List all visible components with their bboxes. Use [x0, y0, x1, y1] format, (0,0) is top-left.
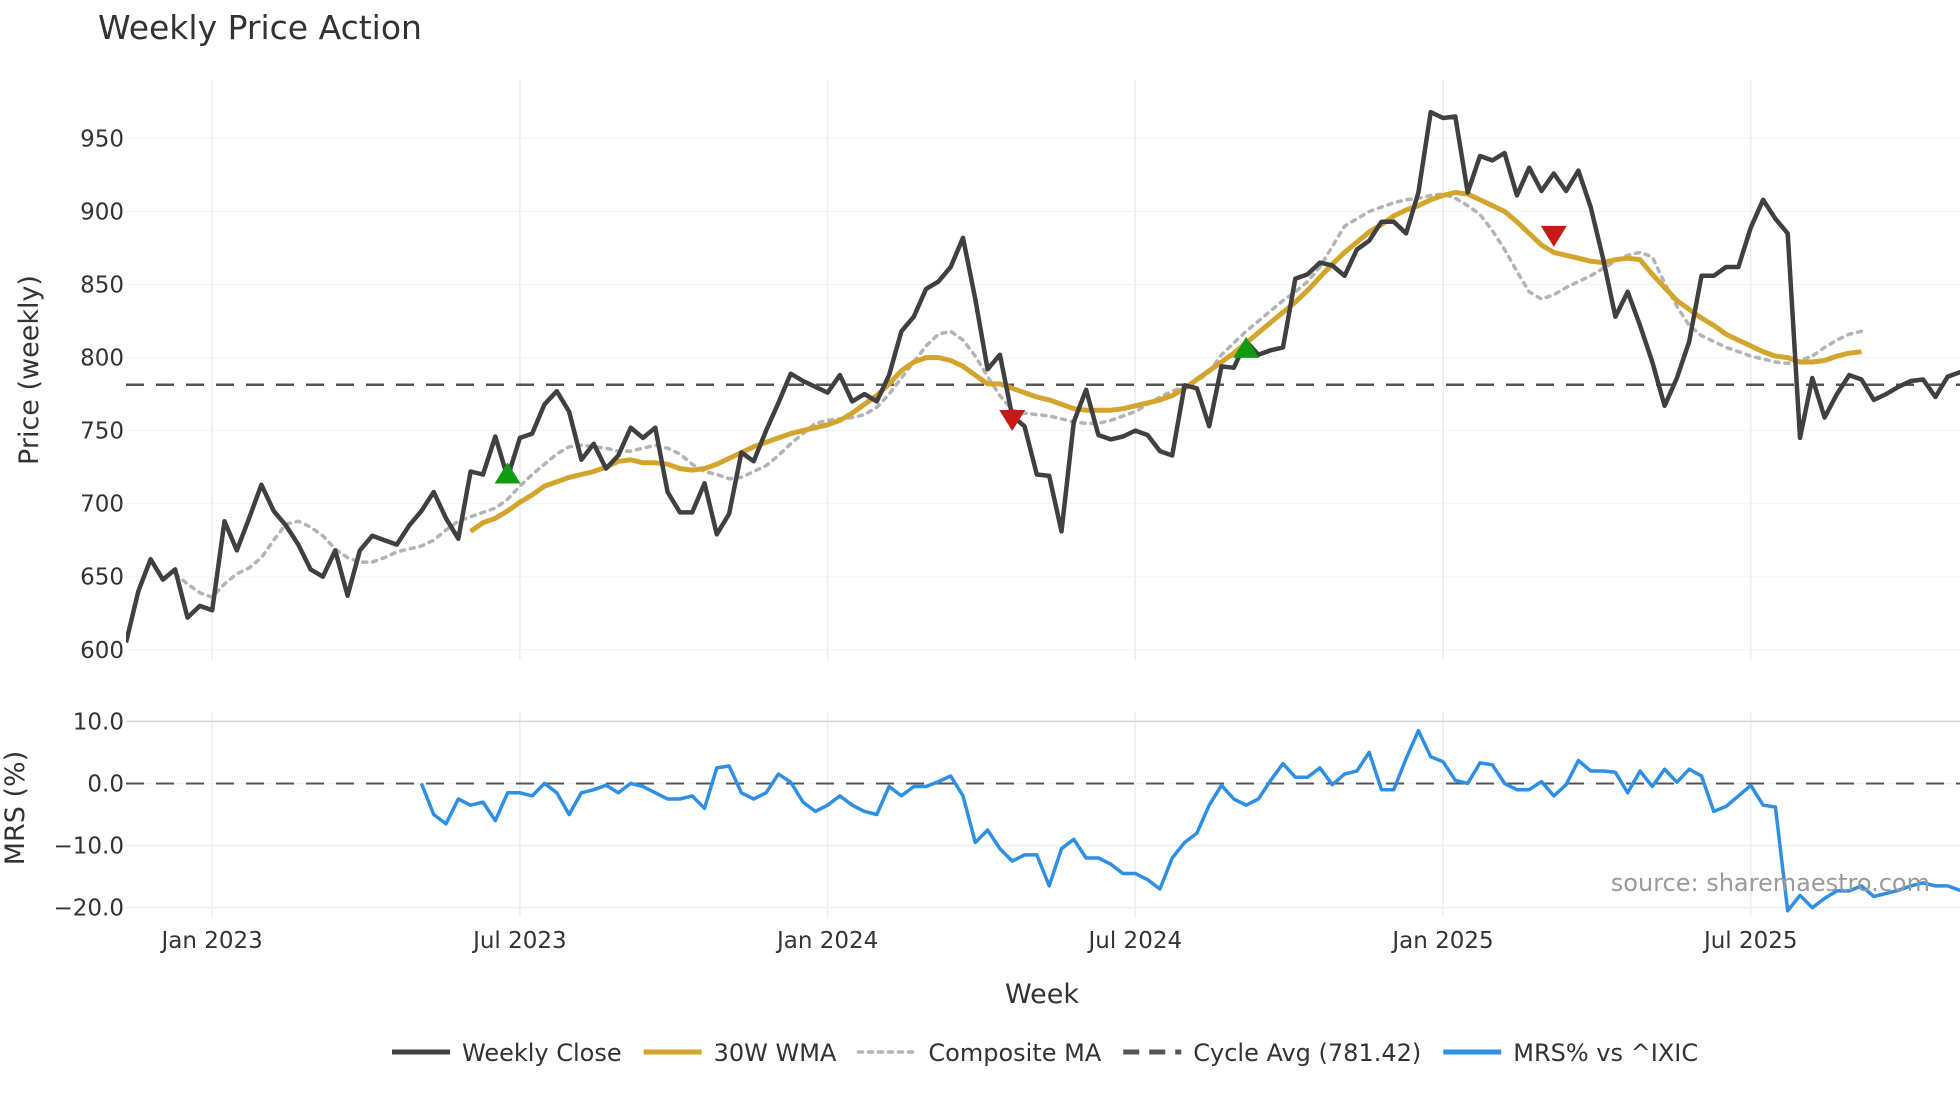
mrs-y-tick-label: −20.0	[54, 896, 124, 922]
sell-signal-marker	[1540, 225, 1567, 247]
series-weekly-close	[126, 109, 1960, 644]
legend-label: Composite MA	[928, 1039, 1101, 1067]
legend-label: MRS% vs ^IXIC	[1513, 1039, 1698, 1067]
legend-item: Composite MA	[856, 1039, 1102, 1067]
price-y-tick-label: 900	[80, 199, 124, 225]
x-tick-label: Jul 2025	[1702, 928, 1798, 954]
mrs-y-tick-label: −10.0	[54, 834, 124, 860]
chart-title: Weekly Price Action	[98, 8, 422, 47]
x-tick-label: Jul 2024	[1087, 928, 1183, 954]
sell-signal-marker	[999, 409, 1026, 431]
legend-item: Cycle Avg (781.42)	[1123, 1039, 1421, 1067]
series-composite-ma	[173, 192, 1864, 599]
price-y-tick-label: 600	[80, 638, 124, 664]
price-y-tick-label: 700	[80, 492, 124, 518]
buy-signal-marker	[1233, 336, 1260, 358]
price-y-ticks: 600 650 700 750 800 850 900 950	[80, 126, 124, 663]
legend-item: MRS% vs ^IXIC	[1443, 1039, 1698, 1067]
price-series-group	[126, 109, 1960, 644]
x-tick-label: Jan 2025	[1390, 928, 1493, 954]
price-y-tick-label: 850	[80, 273, 124, 299]
price-y-tick-label: 800	[80, 346, 124, 372]
buy-signal-marker	[494, 462, 521, 484]
mrs-y-tick-label: 0.0	[87, 771, 124, 797]
price-y-tick-label: 650	[80, 565, 124, 591]
mrs-y-axis-title: MRS (%)	[0, 751, 31, 866]
price-y-tick-label: 950	[80, 126, 124, 152]
legend-label: 30W WMA	[714, 1039, 837, 1067]
series-mrs	[419, 728, 1960, 913]
mrs-y-tick-label: 10.0	[73, 709, 124, 735]
x-ticks: Jan 2023 Jul 2023 Jan 2024 Jul 2024 Jan 2025…	[160, 928, 1798, 954]
legend-item: 30W WMA	[643, 1039, 837, 1067]
x-tick-label: Jul 2023	[471, 928, 567, 954]
price-y-tick-label: 750	[80, 419, 124, 445]
x-axis-title: Week	[1005, 979, 1079, 1010]
mrs-series-group	[419, 728, 1960, 913]
legend-label: Cycle Avg (781.42)	[1193, 1039, 1421, 1067]
source-annotation: source: sharemaestro.com	[1611, 869, 1930, 897]
x-tick-label: Jan 2024	[775, 928, 878, 954]
legend-label: Weekly Close	[462, 1039, 622, 1067]
price-panel-grid	[126, 80, 1960, 660]
series-30w-wma	[469, 190, 1862, 534]
x-tick-label: Jan 2023	[160, 928, 263, 954]
legend-item: Weekly Close	[392, 1039, 622, 1067]
mrs-y-ticks: 10.0 0.0 −10.0 −20.0	[54, 709, 124, 921]
legend: Weekly Close 30W WMA Composite MA Cycle Avg…	[392, 1039, 1698, 1067]
price-y-axis-title: Price (weekly)	[14, 275, 45, 465]
signal-markers	[494, 225, 1567, 484]
